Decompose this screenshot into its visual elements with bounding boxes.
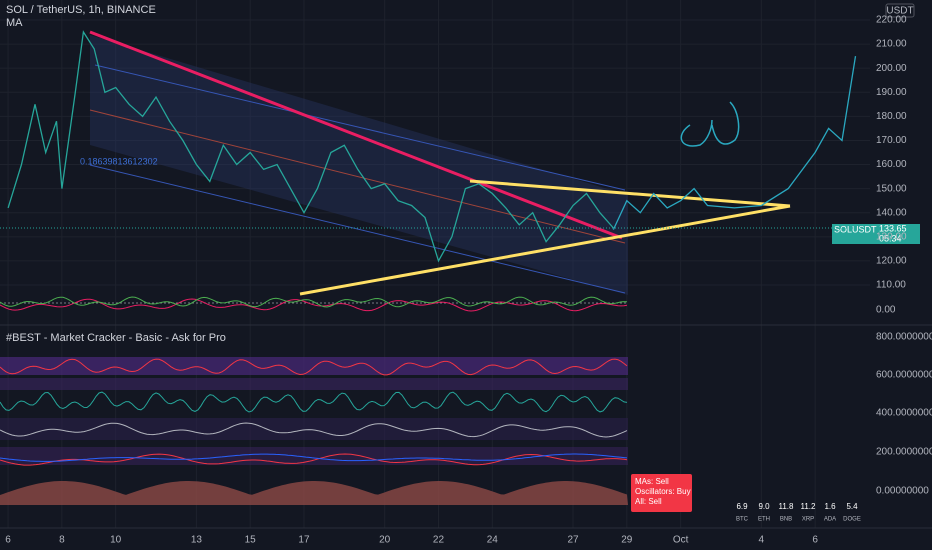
signal-text: All: Sell [635, 497, 662, 506]
x-tick-label: 4 [759, 535, 765, 546]
lower-axis-label: 0.00000000 [876, 486, 929, 497]
y-tick-label: 180.00 [876, 111, 907, 122]
indicator-area [0, 481, 628, 505]
currency-badge [885, 3, 915, 18]
coin-name: BTC [736, 517, 749, 523]
price-line [612, 55, 857, 230]
coin-value: 9.0 [758, 502, 770, 511]
annotation-drawing [680, 101, 740, 147]
lower-axis-label: 400.00000000 [876, 408, 932, 419]
lower-axis-label: 600.00000000 [876, 370, 932, 381]
channel [90, 35, 628, 295]
trendline [89, 30, 623, 240]
y-tick-label: 150.00 [876, 183, 907, 194]
currency: USDT [886, 6, 913, 17]
price-line [7, 30, 614, 263]
signal-text: MAs: Sell [635, 477, 669, 486]
signal-text: Oscillators: Buy [635, 487, 691, 496]
x-tick-label: 29 [621, 535, 633, 546]
y-tick-label: 190.00 [876, 87, 907, 98]
y-tick-label: 220.00 [876, 15, 907, 26]
y-tick-label: 170.00 [876, 135, 907, 146]
x-tick-label: 13 [191, 535, 203, 546]
x-tick-label: 20 [379, 535, 391, 546]
coin-value: 11.2 [801, 502, 817, 511]
indicator-title: #BEST - Market Cracker - Basic - Ask for… [6, 332, 226, 344]
band [0, 447, 628, 465]
y-tick-label: 160.00 [876, 159, 907, 170]
signal-box [631, 474, 692, 512]
x-tick-label: 27 [567, 535, 579, 546]
band [0, 378, 628, 390]
channel-line [89, 164, 626, 294]
y-tick-label: 120.00 [876, 256, 907, 267]
x-tick-label: 8 [59, 535, 65, 546]
y-tick-label: 130.00 [876, 231, 907, 242]
y-tick-label: 110.00 [876, 280, 906, 291]
x-tick-label: 10 [110, 535, 122, 546]
y-tick-label: 210.00 [876, 39, 907, 50]
lower-axis-label: 800.00000000 [876, 332, 932, 343]
x-tick-label: 6 [5, 535, 11, 546]
trendline [469, 179, 791, 208]
indicator-line [0, 453, 628, 466]
y-tick-label: 200.00 [876, 63, 907, 74]
coin-name: ETH [758, 517, 770, 523]
indicator-line [0, 298, 628, 312]
x-tick-label: 15 [245, 535, 257, 546]
y-tick-label: 140.00 [876, 207, 907, 218]
x-tick-label: 24 [487, 535, 499, 546]
trendline [299, 204, 791, 296]
indicator-ma: MA [6, 17, 23, 29]
countdown: 05:34 [879, 233, 902, 243]
price-label: 133.65 [879, 223, 907, 233]
indicator-line [0, 296, 628, 308]
coin-name: BNB [780, 517, 792, 523]
price-tag [832, 224, 876, 244]
symbol-tag: SOLUSDT [834, 224, 877, 234]
x-tick-label: Oct [673, 535, 689, 546]
channel-line [94, 64, 626, 191]
indicator-line [0, 422, 628, 438]
price-tag [876, 224, 920, 244]
symbol-title: SOL / TetherUS, 1h, BINANCE [6, 4, 156, 16]
coin-value: 1.6 [824, 502, 836, 511]
x-tick-label: 17 [298, 535, 310, 546]
coin-value: 11.8 [779, 502, 795, 511]
band [0, 357, 628, 375]
indicator-line [0, 391, 628, 413]
coin-name: ADA [824, 517, 836, 523]
x-tick-label: 6 [812, 535, 818, 546]
coin-name: XRP [802, 517, 814, 523]
coin-value: 6.9 [736, 502, 748, 511]
osc-zero: 0.00 [876, 305, 896, 316]
coin-value: 5.4 [846, 502, 858, 511]
lower-axis-label: 200.00000000 [876, 447, 932, 458]
indicator-line [0, 358, 628, 376]
x-tick-label: 22 [433, 535, 445, 546]
indicator-line [0, 453, 628, 462]
coin-name: DOGE [843, 517, 861, 523]
fib-label: 0.18639813612302 [80, 156, 158, 166]
